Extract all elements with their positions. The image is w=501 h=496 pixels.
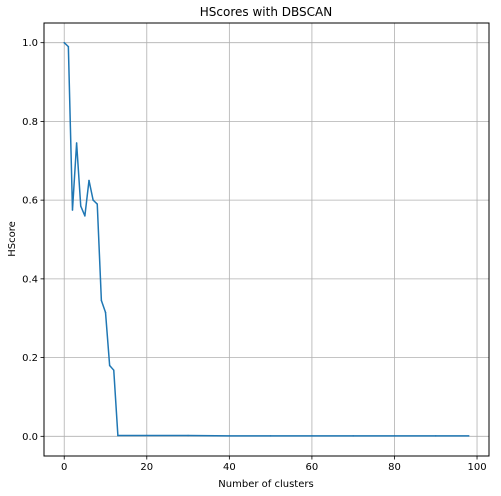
data-point xyxy=(311,435,313,437)
y-tick-label: 0.4 xyxy=(22,274,38,285)
y-tick-label: 0.8 xyxy=(22,117,38,128)
data-point xyxy=(67,45,70,48)
series-layer xyxy=(63,41,470,437)
data-point xyxy=(100,299,103,302)
y-axis-title: HScore xyxy=(7,221,18,257)
data-point xyxy=(352,435,354,437)
data-point xyxy=(88,179,90,182)
y-tick-label: 0.6 xyxy=(22,196,38,207)
data-point xyxy=(117,434,119,437)
x-tick-label: 60 xyxy=(306,462,319,473)
data-point xyxy=(269,435,272,437)
x-tick-label: 20 xyxy=(140,462,153,473)
data-point xyxy=(84,215,86,217)
ticks: 0 20 40 60 80 100 0.0 0.2 0.4 0.6 0.8 1.0 xyxy=(22,38,486,473)
y-tick-label: 0.2 xyxy=(22,353,38,364)
x-tick-label: 80 xyxy=(388,462,401,473)
x-tick-label: 100 xyxy=(467,462,486,473)
data-point xyxy=(96,203,98,205)
y-tick-label: 1.0 xyxy=(22,38,38,49)
chart-title: HScores with DBSCAN xyxy=(200,5,332,19)
data-point xyxy=(187,434,189,437)
x-tick-label: 0 xyxy=(61,462,67,473)
x-axis-title: Number of clusters xyxy=(218,479,313,490)
y-tick-label: 0.0 xyxy=(22,432,38,443)
plot-frame xyxy=(43,22,490,457)
data-point xyxy=(92,199,94,201)
data-point xyxy=(79,205,82,207)
data-point xyxy=(468,435,470,437)
data-point xyxy=(113,369,115,371)
data-point xyxy=(108,364,111,367)
data-point xyxy=(63,41,65,44)
data-point xyxy=(146,434,148,437)
data-point xyxy=(75,142,78,144)
data-point xyxy=(104,311,107,314)
grid xyxy=(44,23,489,456)
data-point xyxy=(435,435,437,437)
data-point xyxy=(71,209,74,211)
data-point xyxy=(393,435,396,437)
x-tick-label: 40 xyxy=(223,462,236,473)
data-point xyxy=(228,435,231,437)
